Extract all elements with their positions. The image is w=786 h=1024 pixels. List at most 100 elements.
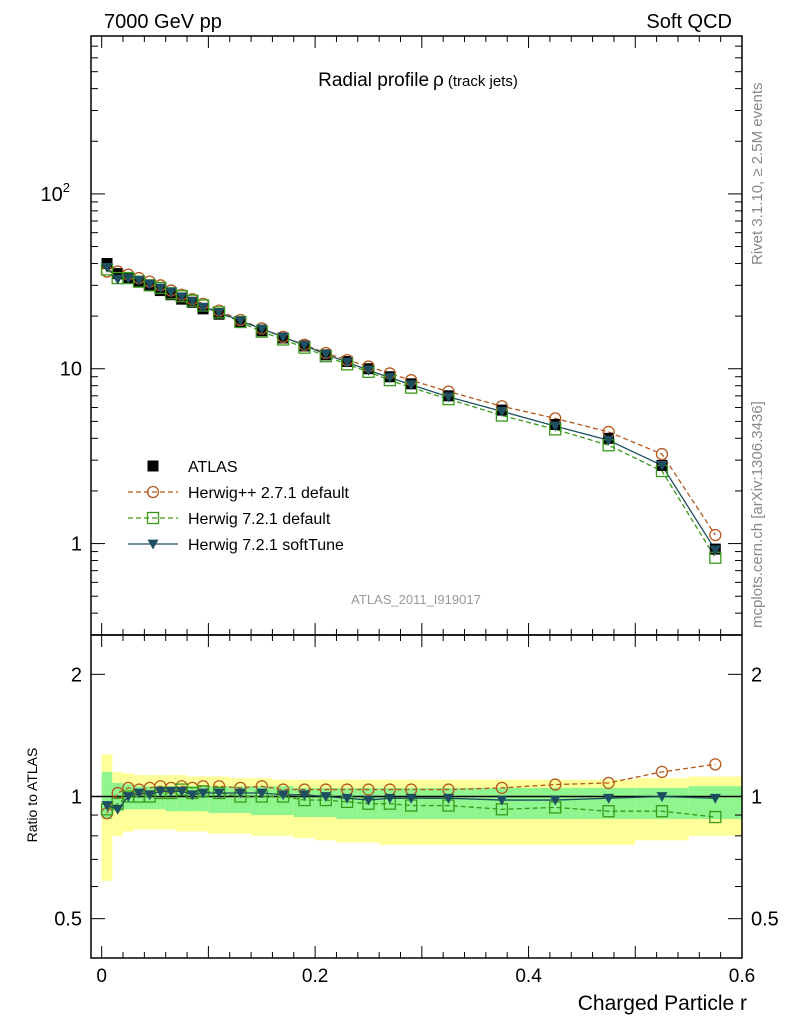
y-tick-label: 102: [41, 180, 70, 206]
ratio-point-herwig-softtune: [362, 795, 374, 806]
chart-title-suffix: (track jets): [448, 73, 518, 90]
ratio-point-herwig-softtune: [112, 804, 124, 815]
ratio-point-herwig-softtune: [154, 786, 166, 797]
ratio-line-herwigpp: [106, 763, 716, 814]
legend-label-herwig-softtune: Herwig 7.2.1 softTune: [188, 537, 344, 554]
point-atlas: [112, 268, 124, 280]
point-herwig-softtune: [549, 421, 561, 432]
point-herwig-softtune: [656, 460, 668, 471]
ratio-point-herwig-default: [655, 805, 669, 818]
ratio-point-herwig-default: [709, 810, 722, 824]
x-tick-label: 0.6: [729, 966, 755, 987]
ratio-point-herwig-softtune: [213, 788, 225, 799]
ratio-point-herwig-softtune: [341, 793, 353, 804]
x-tick-label: 0.4: [515, 966, 542, 987]
ratio-y-tick-label: 1: [71, 787, 82, 809]
ratio-point-herwig-softtune: [133, 788, 145, 799]
ratio-point-herwigpp: [655, 765, 669, 779]
legend-label-herwig-default: Herwig 7.2.1 default: [188, 511, 331, 528]
y-tick-label: 10: [60, 359, 82, 381]
legend-marker-herwig-default: [146, 511, 160, 525]
point-herwig-softtune: [122, 273, 134, 284]
ratio-point-herwigpp: [549, 778, 562, 791]
ratio-point-herwig-default: [602, 805, 615, 818]
ratio-point-herwigpp: [602, 776, 615, 790]
ratio-y-tick-label: 2: [751, 664, 762, 686]
point-herwig-softtune: [277, 332, 289, 343]
x-tick-label: 0.2: [302, 966, 328, 987]
energy-label: 7000 GeV pp: [104, 11, 222, 33]
ratio-point-herwig-softtune: [122, 792, 134, 802]
ratio-point-herwig-softtune: [384, 793, 396, 804]
chart-title-main: Radial profile: [318, 70, 429, 91]
ratio-point-herwig-softtune: [656, 792, 668, 802]
point-herwigpp: [655, 447, 669, 461]
y-tick-label-exponent: 2: [63, 180, 70, 195]
ratio-point-herwig-softtune: [405, 793, 417, 804]
point-herwig-softtune: [213, 308, 225, 318]
ratio-band-green: [176, 786, 188, 812]
ratio-series: [100, 758, 722, 824]
point-herwigpp: [709, 528, 722, 542]
ratio-point-herwig-softtune: [298, 790, 310, 801]
ratio-point-herwig-softtune: [277, 790, 289, 801]
ratio-uncertainty-bands: [101, 754, 742, 881]
point-herwig-softtune: [144, 279, 156, 290]
point-herwig-softtune: [496, 407, 508, 417]
point-herwig-softtune: [384, 373, 396, 384]
point-herwig-softtune: [176, 292, 188, 303]
ratio-band-green: [197, 786, 209, 812]
ratio-point-herwig-softtune: [256, 788, 268, 799]
point-herwig-softtune: [165, 287, 177, 298]
ratio-band-green: [155, 786, 166, 810]
main-series: [100, 257, 722, 564]
point-herwig-softtune: [154, 283, 166, 294]
ratio-point-herwig-softtune: [549, 795, 561, 806]
legend: ATLAS Herwig++ 2.7.1 default Herwig 7.2.1 …: [128, 459, 350, 554]
ratio-band-green: [101, 771, 113, 820]
ratio-point-herwig-softtune: [197, 788, 209, 799]
ratio-point-herwig-softtune: [165, 786, 177, 797]
point-herwig-softtune: [709, 545, 721, 556]
ratio-point-herwig-softtune: [320, 792, 332, 802]
legend-label-herwigpp: Herwig++ 2.7.1 default: [188, 485, 350, 502]
point-herwig-softtune: [101, 262, 113, 273]
chart-title: Radial profile ρ (track jets): [318, 70, 518, 91]
ratio-point-herwig-softtune: [186, 790, 198, 801]
ratio-y-tick-label: 0.5: [751, 909, 779, 931]
point-herwig-softtune: [405, 380, 417, 391]
ratio-point-herwigpp: [495, 781, 509, 795]
ratio-y-tick-label: 1: [751, 787, 762, 809]
ratio-point-herwig-softtune: [443, 793, 455, 804]
ratio-point-herwig-softtune: [234, 788, 246, 799]
x-axis-label: Charged Particle r: [578, 992, 747, 1015]
ratio-point-herwig-softtune: [496, 795, 508, 806]
legend-marker-atlas: [147, 460, 159, 472]
ratio-point-herwig-softtune: [176, 786, 188, 797]
point-herwig-softtune: [603, 435, 615, 446]
point-herwig-softtune: [112, 274, 124, 285]
main-panel: 1 10 102: [41, 35, 743, 636]
legend-marker-herwigpp: [146, 485, 160, 499]
point-herwig-softtune: [362, 365, 374, 376]
point-herwig-softtune: [341, 357, 353, 368]
point-herwig-softtune: [320, 349, 332, 360]
ratio-point-herwig-softtune: [101, 801, 113, 812]
ratio-point-herwigpp: [709, 758, 722, 771]
x-tick-label: 0: [96, 966, 107, 987]
ratio-point-herwigpp: [362, 783, 375, 796]
mcplots-label: mcplots.cern.ch [arXiv:1306.3436]: [749, 401, 766, 628]
point-herwig-softtune: [298, 340, 310, 351]
y-tick-label: 1: [71, 534, 82, 556]
point-herwig-softtune: [133, 276, 145, 286]
point-herwig-softtune: [186, 296, 198, 307]
point-herwig-softtune: [256, 324, 268, 335]
ratio-point-herwig-softtune: [144, 790, 156, 801]
ratio-point-herwig-softtune: [709, 793, 721, 804]
ratio-panel: 0 0.2 0.4 0.6 0.5 0.5 1 1 2 2: [54, 634, 779, 987]
point-herwig-softtune: [443, 392, 455, 403]
legend-marker-herwig-softtune: [147, 539, 159, 550]
category-label: Soft QCD: [646, 11, 732, 33]
point-herwig-softtune: [197, 302, 209, 313]
chart-title-symbol: ρ: [433, 70, 444, 91]
